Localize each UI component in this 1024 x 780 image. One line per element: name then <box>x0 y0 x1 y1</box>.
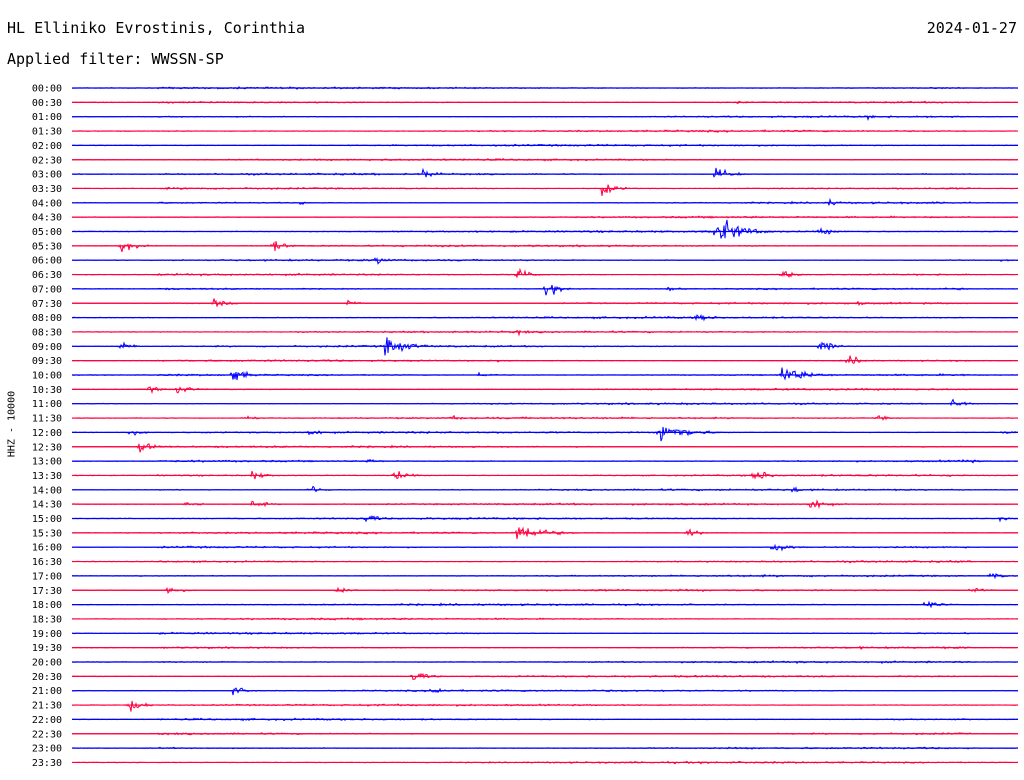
time-tick-label: 10:00 <box>32 371 62 382</box>
time-tick-label: 07:30 <box>32 299 62 310</box>
time-tick-label: 15:30 <box>32 528 62 539</box>
time-tick-label: 01:30 <box>32 127 62 138</box>
trace-line <box>71 184 1019 196</box>
time-tick-label: 19:30 <box>32 643 62 654</box>
time-tick-label: 14:30 <box>32 500 62 511</box>
filter-label: Applied filter: WWSSN-SP <box>7 50 224 68</box>
trace-line <box>71 367 1019 381</box>
time-tick-label: 05:00 <box>32 227 62 238</box>
trace-line <box>72 284 1018 296</box>
time-tick-label: 21:30 <box>32 701 62 712</box>
time-tick-label: 08:30 <box>32 327 62 338</box>
time-tick-label: 23:30 <box>32 758 62 769</box>
trace-line <box>71 267 1019 278</box>
trace-line <box>71 485 1019 493</box>
time-tick-label: 13:30 <box>32 471 62 482</box>
time-tick-label: 12:30 <box>32 442 62 453</box>
time-tick-label: 17:00 <box>32 571 62 582</box>
tick-group: 00:00 00:30 01:00 01:30 02:00 02:30 03:00 03:30… <box>32 84 62 769</box>
time-tick-label: 13:00 <box>32 457 62 468</box>
time-tick-label: 18:30 <box>32 614 62 625</box>
time-tick-label: 16:30 <box>32 557 62 568</box>
time-tick-label: 08:00 <box>32 313 62 324</box>
record-date: 2024-01-27 <box>926 19 1017 37</box>
time-tick-label: 12:00 <box>32 428 62 439</box>
trace-line <box>71 687 1019 696</box>
time-tick-label: 06:30 <box>32 270 62 281</box>
time-tick-label: 00:00 <box>32 84 62 95</box>
trace-group <box>71 86 1019 765</box>
trace-line <box>72 443 1019 453</box>
time-tick-label: 06:00 <box>32 256 62 267</box>
time-tick-label: 19:00 <box>32 629 62 640</box>
time-tick-label: 17:30 <box>32 586 62 597</box>
trace-line <box>71 700 1019 712</box>
time-tick-label: 18:00 <box>32 600 62 611</box>
time-tick-label: 22:30 <box>32 729 62 740</box>
trace-line <box>71 241 1019 253</box>
time-tick-label: 02:00 <box>32 141 62 152</box>
trace-line <box>71 426 1019 442</box>
trace-line <box>71 167 1019 178</box>
time-tick-label: 23:00 <box>32 744 62 755</box>
time-tick-label: 01:00 <box>32 112 62 123</box>
time-tick-label: 05:30 <box>32 241 62 252</box>
trace-line <box>72 298 1018 307</box>
time-tick-label: 04:00 <box>32 198 62 209</box>
trace-line <box>71 219 1019 239</box>
time-tick-label: 09:30 <box>32 356 62 367</box>
time-tick-label: 14:00 <box>32 485 62 496</box>
time-tick-label: 16:00 <box>32 543 62 554</box>
time-tick-label: 11:00 <box>32 399 62 410</box>
time-tick-label: 15:00 <box>32 514 62 525</box>
time-tick-label: 03:00 <box>32 170 62 181</box>
time-tick-label: 04:30 <box>32 213 62 224</box>
time-tick-label: 22:00 <box>32 715 62 726</box>
time-tick-label: 03:30 <box>32 184 62 195</box>
time-tick-label: 11:30 <box>32 414 62 425</box>
time-tick-label: 00:30 <box>32 98 62 109</box>
time-tick-label: 21:00 <box>32 686 62 697</box>
time-tick-label: 09:00 <box>32 342 62 353</box>
time-tick-label: 07:00 <box>32 284 62 295</box>
trace-line <box>71 329 1019 337</box>
time-tick-label: 20:00 <box>32 658 62 669</box>
time-tick-label: 20:30 <box>32 672 62 683</box>
time-tick-label: 10:30 <box>32 385 62 396</box>
trace-line <box>71 257 1019 265</box>
time-tick-label: 02:30 <box>32 155 62 166</box>
trace-line <box>71 355 1018 364</box>
station-title: HL Elliniko Evrostinis, Corinthia <box>7 19 306 37</box>
